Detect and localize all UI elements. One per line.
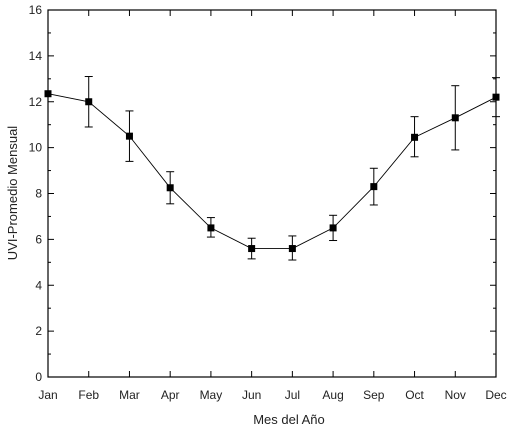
- data-point: [85, 98, 93, 106]
- plot-area: 0 2 4 6 8 10 12 14 16 Jan Feb Mar Apr May Jun Jul Aug Sep…: [29, 3, 507, 402]
- data-point: [370, 183, 378, 191]
- data-point: [248, 245, 256, 253]
- x-tick-label: Feb: [78, 388, 99, 402]
- y-tick-label: 14: [29, 49, 43, 63]
- x-tick-label: Dec: [485, 388, 506, 402]
- data-point: [288, 245, 296, 253]
- x-tick-label: Sep: [363, 388, 385, 402]
- y-tick-label: 6: [35, 232, 42, 246]
- series-line: [47, 93, 497, 250]
- y-tick-label: 12: [29, 95, 43, 109]
- y-tick-label: 8: [35, 187, 42, 201]
- data-point: [166, 184, 174, 192]
- data-point: [207, 224, 215, 232]
- x-axis-title: Mes del Año: [253, 412, 325, 427]
- x-tick-label: Jan: [38, 388, 57, 402]
- x-tick-label: Mar: [119, 388, 140, 402]
- x-tick-label: May: [200, 388, 223, 402]
- data-point: [492, 93, 500, 101]
- x-tick-label: Nov: [445, 388, 466, 402]
- data-point: [451, 114, 459, 122]
- y-tick-label: 2: [35, 324, 42, 338]
- x-tick-label: Oct: [405, 388, 424, 402]
- plot-frame: [47, 9, 497, 378]
- data-point: [411, 133, 419, 141]
- x-tick-label: Jul: [285, 388, 300, 402]
- x-tick-label: Aug: [322, 388, 343, 402]
- y-tick-label: 0: [35, 370, 42, 384]
- y-axis-title: UVI-Promedio Mensual: [5, 126, 20, 260]
- y-tick-label: 4: [35, 278, 42, 292]
- y-tick-label: 10: [29, 141, 43, 155]
- data-point: [44, 90, 52, 98]
- data-point: [329, 224, 337, 232]
- data-point: [125, 132, 133, 140]
- x-tick-label: Jun: [242, 388, 261, 402]
- y-tick-label: 16: [29, 3, 43, 17]
- x-tick-label: Apr: [161, 388, 180, 402]
